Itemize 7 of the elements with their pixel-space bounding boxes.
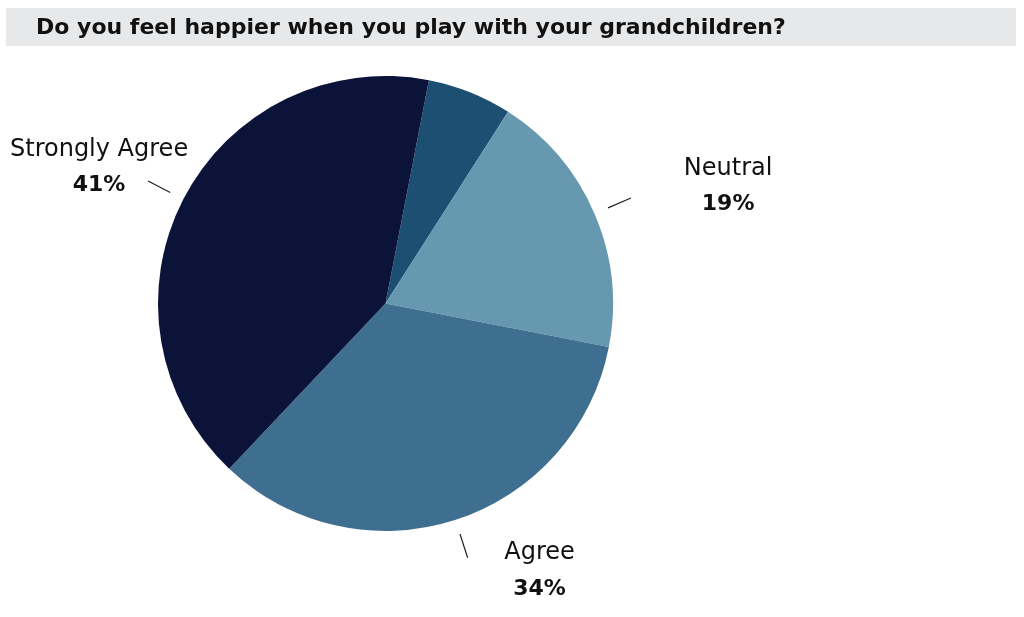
chart-title: Do you feel happier when you play with your grandchildren? [6,8,1016,46]
slice-label: Neutral [683,152,773,181]
slice-label: Agree [504,537,575,566]
data-label: 41% [72,171,126,197]
data-label: 34% [513,574,566,600]
slice-label: Strongly Agree [10,133,189,162]
data-label: 19% [701,190,755,216]
